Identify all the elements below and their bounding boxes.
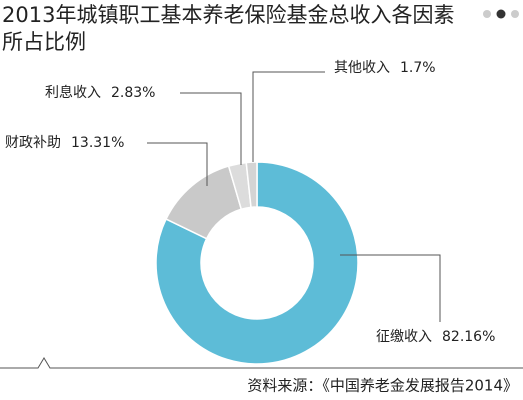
donut-slice: [245, 161, 258, 209]
category-label: 财政补助: [5, 135, 61, 151]
chart-title: 2013年城镇职工基本养老保险基金总收入各因素所占比例: [2, 3, 455, 54]
source: 资料来源：《中国养老金发展报告2014》: [247, 377, 518, 395]
value-label: 2.83%: [111, 85, 155, 101]
leader-line: [147, 142, 208, 186]
leader-line: [252, 71, 325, 162]
leader-line: [340, 254, 441, 322]
value-label: 82.16%: [442, 329, 495, 345]
value-label: 13.31%: [71, 135, 124, 151]
page-dot: [483, 10, 491, 18]
page-dot: [496, 9, 506, 19]
baseline: [0, 357, 523, 369]
page-dot: [511, 10, 519, 18]
value-label: 1.7%: [400, 60, 436, 76]
category-label: 征缴收入: [376, 329, 432, 345]
category-label: 其他收入: [334, 60, 390, 76]
donut-slice: [155, 161, 359, 365]
leader-line: [180, 92, 242, 165]
category-label: 利息收入: [45, 84, 101, 101]
